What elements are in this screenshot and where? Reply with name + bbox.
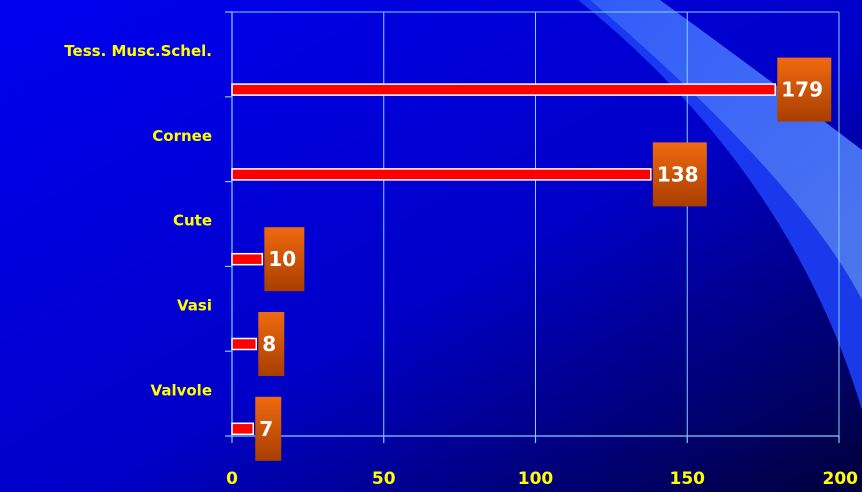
x-tick-label-150: 150 <box>670 469 706 489</box>
category-label-1: Cornee <box>152 127 212 145</box>
data-label-box-0 <box>777 57 832 122</box>
data-label-box-4 <box>255 396 282 461</box>
category-label-0: Tess. Musc.Schel. <box>64 42 212 60</box>
x-tick-label-0: 0 <box>226 469 238 489</box>
x-tick-label-50: 50 <box>372 469 396 489</box>
decorative-swoosh-highlight <box>590 0 862 300</box>
data-label-2: 10 <box>268 247 296 271</box>
axes <box>225 11 840 443</box>
category-label-2: Cute <box>173 212 212 230</box>
bars <box>231 83 777 436</box>
data-label-4: 7 <box>259 417 273 441</box>
bar-0 <box>231 83 777 96</box>
x-tick-label-100: 100 <box>518 469 554 489</box>
bar-3 <box>231 337 258 351</box>
category-label-4: Valvole <box>151 381 212 399</box>
bar-2 <box>231 252 264 266</box>
category-label-3: Vasi <box>177 296 212 314</box>
bar-4 <box>231 422 254 436</box>
data-label-box-2 <box>264 227 305 292</box>
bar-1 <box>231 168 652 181</box>
data-labels: 179 138 10 8 7 <box>255 57 832 461</box>
x-tick-label-200: 200 <box>823 469 859 489</box>
data-label-3: 8 <box>262 332 276 356</box>
data-label-0: 179 <box>781 78 823 102</box>
data-label-1: 138 <box>657 162 699 186</box>
data-label-box-3 <box>258 311 285 376</box>
x-tick-labels: 0 50 100 150 200 <box>226 469 858 489</box>
data-label-box-1 <box>652 142 707 207</box>
gridlines <box>231 11 840 436</box>
category-labels: Tess. Musc.Schel. Cornee Cute Vasi Valvole <box>64 42 212 399</box>
